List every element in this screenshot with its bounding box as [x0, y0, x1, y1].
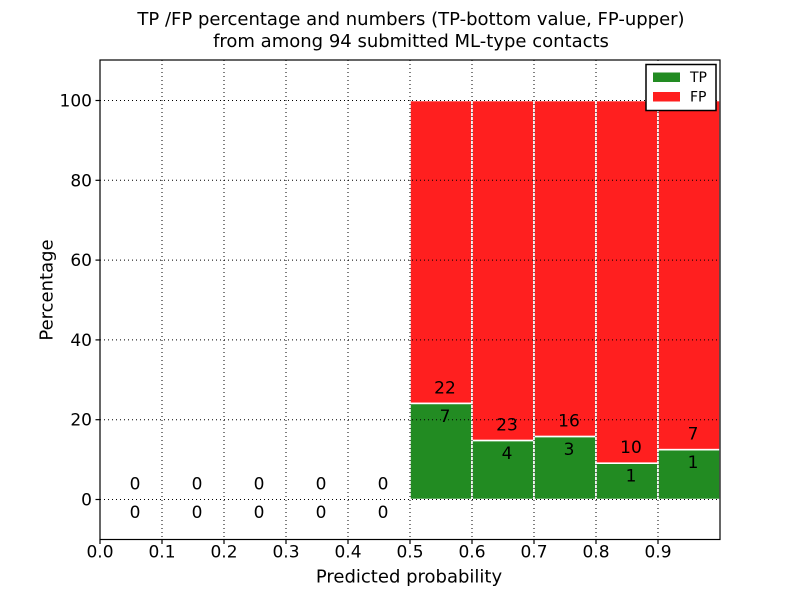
x-tick-label: 0.1	[148, 543, 175, 563]
fp-count-label: 0	[192, 475, 203, 495]
fp-count-label: 0	[254, 475, 265, 495]
fp-count-label: 0	[130, 475, 141, 495]
y-tick-label: 80	[70, 171, 92, 191]
tp-count-label: 4	[502, 444, 513, 464]
x-tick-label: 0.6	[458, 543, 485, 563]
legend-label-fp: FP	[690, 90, 707, 106]
chart-title-line2: from among 94 submitted ML-type contacts	[213, 31, 609, 52]
legend-swatch-tp	[653, 72, 680, 82]
fp-bar-segment	[471, 99, 535, 442]
y-tick-label: 20	[70, 411, 92, 431]
y-tick-label: 0	[81, 491, 92, 511]
legend-label-tp: TP	[689, 70, 707, 86]
tp-count-label: 0	[130, 503, 141, 523]
x-tick-label: 0.0	[86, 543, 113, 563]
y-tick-label: 100	[60, 92, 92, 112]
legend-swatch-fp	[653, 92, 680, 102]
fp-bar-segment	[409, 99, 473, 405]
fp-bar-segment	[533, 99, 597, 438]
fp-count-label: 16	[558, 411, 580, 431]
tp-count-label: 1	[626, 467, 637, 487]
fp-count-label: 0	[316, 475, 327, 495]
x-tick-label: 0.4	[334, 543, 361, 563]
tp-count-label: 0	[192, 503, 203, 523]
x-tick-label: 0.9	[644, 543, 671, 563]
x-tick-label: 0.5	[396, 543, 423, 563]
chart-title: TP /FP percentage and numbers (TP-bottom…	[137, 9, 684, 53]
y-tick-label: 40	[70, 331, 92, 351]
tp-count-label: 1	[688, 453, 699, 473]
x-axis-label: Predicted probability	[315, 566, 503, 588]
tp-count-label: 0	[316, 503, 327, 523]
tp-count-label: 0	[378, 503, 389, 523]
y-tick-label: 60	[70, 251, 92, 271]
fp-bar-segment	[657, 99, 721, 451]
x-tick-label: 0.8	[582, 543, 609, 563]
tp-count-label: 0	[254, 503, 265, 523]
tp-count-label: 3	[564, 440, 575, 460]
x-tick-label: 0.2	[210, 543, 237, 563]
fp-count-label: 23	[496, 415, 518, 435]
fp-bar-segment	[595, 99, 659, 464]
fp-count-label: 22	[434, 378, 456, 398]
fp-count-label: 7	[688, 425, 699, 445]
fp-count-label: 10	[620, 438, 642, 458]
x-tick-label: 0.7	[520, 543, 547, 563]
tp-count-label: 7	[440, 407, 451, 427]
legend-box	[645, 63, 717, 112]
x-tick-label: 0.3	[272, 543, 299, 563]
chart-title-line1: TP /FP percentage and numbers (TP-bottom…	[137, 9, 685, 30]
fp-count-label: 0	[378, 475, 389, 495]
